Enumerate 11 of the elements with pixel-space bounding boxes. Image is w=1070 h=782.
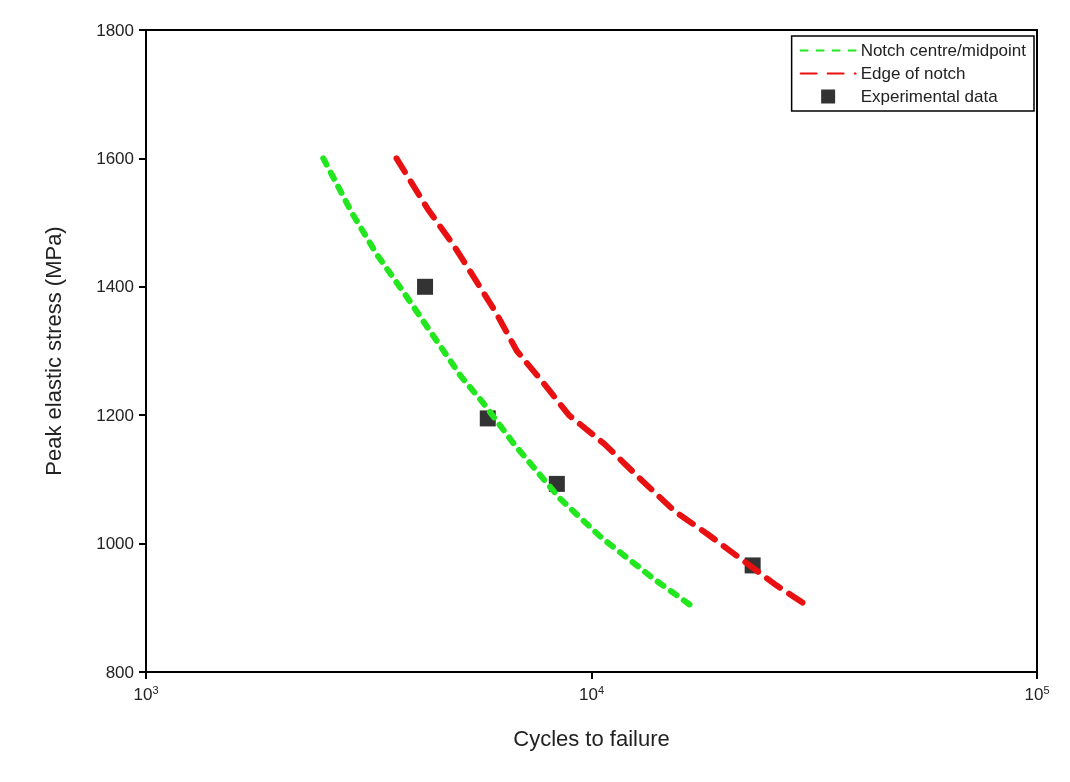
y-tick-label: 800 bbox=[105, 662, 134, 682]
legend-label: Edge of notch bbox=[860, 64, 966, 83]
x-axis-title: Cycles to failure bbox=[513, 725, 670, 751]
y-tick-label: 1000 bbox=[96, 534, 134, 554]
legend-label: Experimental data bbox=[860, 87, 999, 106]
y-axis-title: Peak elastic stress (MPa) bbox=[40, 226, 66, 476]
y-tick-label: 1800 bbox=[96, 20, 134, 40]
y-tick-label: 1400 bbox=[96, 277, 134, 297]
legend-label: Notch centre/midpoint bbox=[860, 41, 1027, 60]
y-tick-label: 1200 bbox=[96, 405, 134, 425]
y-tick-label: 1600 bbox=[96, 148, 134, 168]
